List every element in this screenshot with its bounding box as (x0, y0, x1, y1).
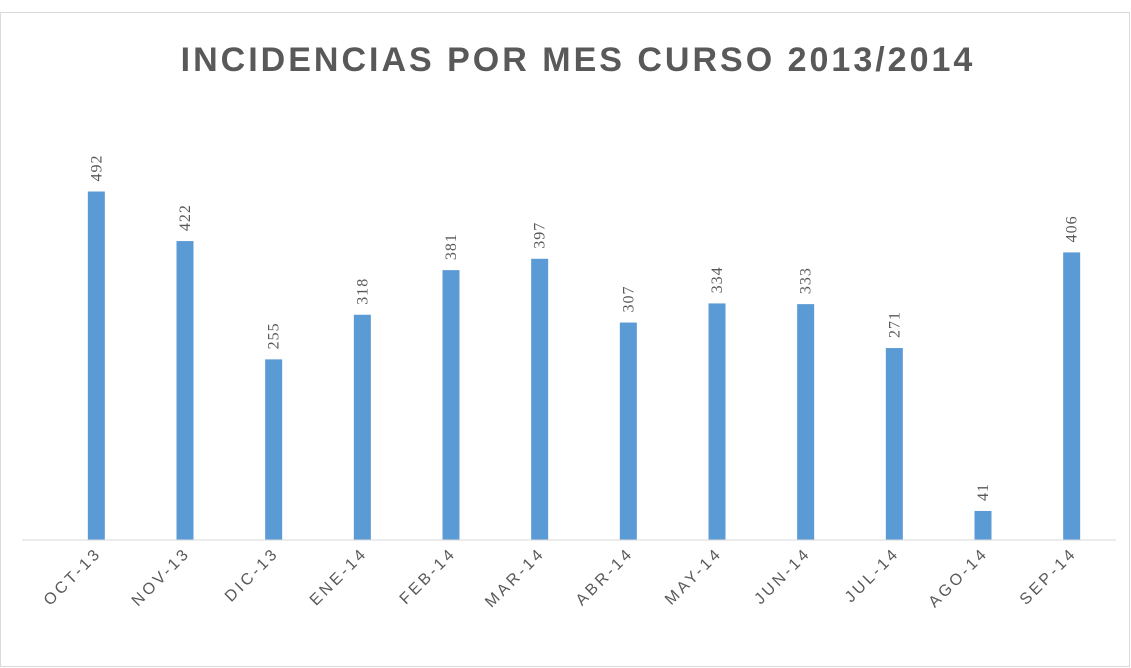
bar (1063, 252, 1081, 540)
data-label: 318 (354, 278, 371, 305)
data-label: 255 (266, 322, 283, 349)
data-label: 492 (88, 155, 105, 182)
data-label: 381 (443, 233, 460, 260)
data-label: 397 (532, 222, 549, 249)
bar (176, 241, 194, 541)
bar (353, 314, 371, 540)
bar (87, 191, 105, 540)
bar (708, 303, 726, 540)
data-label: 422 (177, 204, 194, 231)
data-label: 307 (620, 286, 637, 313)
data-label: 271 (886, 311, 903, 338)
data-label: 334 (709, 266, 726, 293)
bar (619, 322, 637, 540)
bar (442, 270, 460, 540)
bar (885, 348, 903, 540)
bar (531, 258, 549, 540)
bar (974, 510, 992, 540)
chart-title: INCIDENCIAS POR MES CURSO 2013/2014 (181, 41, 976, 79)
data-label: 333 (798, 267, 815, 294)
bar (797, 304, 815, 540)
data-label: 41 (975, 483, 992, 501)
bar (265, 359, 283, 540)
data-label: 406 (1064, 215, 1081, 242)
